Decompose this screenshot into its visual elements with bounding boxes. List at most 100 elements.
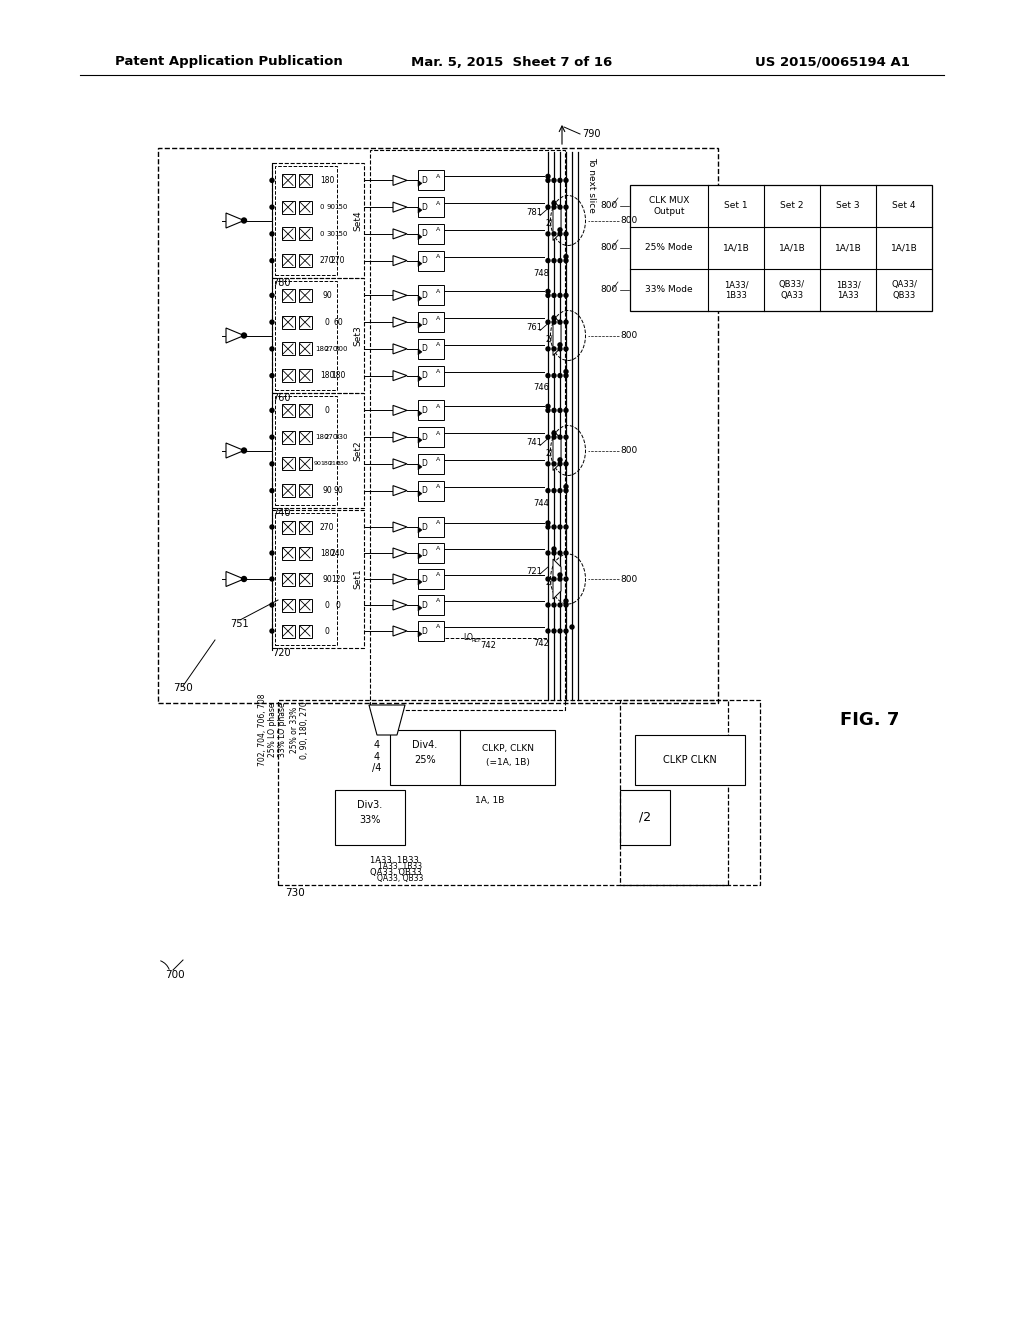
Circle shape	[564, 577, 568, 581]
Text: 4: 4	[374, 752, 380, 762]
Bar	[418, 620, 444, 642]
Polygon shape	[393, 405, 407, 416]
Text: 1A33/
1B33: 1A33/ 1B33	[724, 280, 749, 300]
Text: 730: 730	[285, 888, 305, 898]
Text: Set 3: Set 3	[837, 202, 860, 210]
Text: 180: 180	[319, 549, 334, 557]
Bar	[282, 255, 295, 267]
Polygon shape	[393, 626, 407, 636]
Polygon shape	[393, 317, 407, 327]
Text: 60: 60	[333, 318, 343, 326]
Polygon shape	[418, 553, 422, 558]
Text: 0: 0	[325, 405, 330, 414]
Text: A: A	[436, 430, 440, 436]
Polygon shape	[418, 631, 422, 638]
Circle shape	[552, 462, 556, 466]
Text: 800: 800	[601, 285, 618, 294]
Polygon shape	[418, 411, 422, 416]
Text: 800: 800	[620, 574, 637, 583]
Circle shape	[564, 488, 568, 492]
Text: Set3: Set3	[353, 325, 362, 346]
Text: 25%: 25%	[414, 755, 436, 766]
Polygon shape	[418, 376, 422, 381]
Circle shape	[564, 408, 568, 412]
Text: 150: 150	[334, 231, 348, 236]
Circle shape	[552, 408, 556, 412]
Text: /2: /2	[639, 810, 651, 824]
Polygon shape	[418, 527, 422, 533]
Circle shape	[570, 624, 574, 630]
Text: /4: /4	[373, 763, 382, 774]
Circle shape	[552, 630, 556, 634]
Text: 800: 800	[620, 216, 637, 224]
Bar	[299, 430, 311, 444]
Circle shape	[270, 550, 274, 554]
Circle shape	[546, 525, 550, 529]
Text: CLKP CLKN: CLKP CLKN	[664, 755, 717, 766]
Text: 1A33, 1B33: 1A33, 1B33	[378, 862, 422, 871]
Circle shape	[564, 259, 568, 263]
Circle shape	[564, 525, 568, 529]
Text: 270: 270	[319, 256, 334, 265]
Bar	[158, 148, 718, 704]
Text: 780: 780	[272, 279, 291, 288]
Text: A: A	[436, 315, 440, 321]
Bar	[282, 573, 295, 586]
Bar	[299, 174, 311, 187]
Circle shape	[242, 218, 247, 223]
Circle shape	[546, 321, 550, 325]
Circle shape	[552, 436, 556, 440]
Circle shape	[270, 488, 274, 492]
Text: 1A/1B: 1A/1B	[891, 243, 918, 252]
Text: 270: 270	[319, 523, 334, 532]
Circle shape	[270, 525, 274, 529]
Polygon shape	[418, 260, 422, 267]
Circle shape	[558, 408, 562, 412]
Polygon shape	[553, 315, 561, 355]
Text: D: D	[421, 176, 427, 185]
Circle shape	[270, 205, 274, 209]
Bar	[282, 404, 295, 417]
Bar	[282, 598, 295, 611]
Circle shape	[564, 436, 568, 440]
Circle shape	[546, 347, 550, 351]
Circle shape	[546, 603, 550, 607]
Bar	[282, 174, 295, 187]
Text: Div3.: Div3.	[357, 800, 383, 810]
Text: 180: 180	[315, 346, 329, 352]
Bar	[630, 185, 932, 312]
Circle shape	[564, 550, 568, 554]
Polygon shape	[226, 572, 244, 586]
Text: 702, 704, 706, 708: 702, 704, 706, 708	[258, 694, 267, 766]
Bar	[418, 197, 444, 216]
Text: 25% or 33%: 25% or 33%	[290, 708, 299, 754]
Text: REF: REF	[472, 638, 482, 643]
Bar	[299, 573, 311, 586]
Text: US 2015/0065194 A1: US 2015/0065194 A1	[755, 55, 910, 69]
Text: 0: 0	[319, 205, 325, 210]
Bar	[418, 170, 444, 190]
Polygon shape	[418, 605, 422, 611]
Circle shape	[564, 232, 568, 236]
Circle shape	[552, 201, 556, 205]
Circle shape	[242, 577, 247, 582]
Bar	[299, 315, 311, 329]
Text: 0: 0	[325, 627, 330, 635]
Text: CLKP, CLKN: CLKP, CLKN	[481, 743, 534, 752]
Circle shape	[558, 205, 562, 209]
Bar	[620, 789, 670, 845]
Bar	[418, 595, 444, 615]
Text: 744: 744	[534, 499, 549, 507]
Bar	[282, 457, 295, 470]
Text: A: A	[436, 201, 440, 206]
Text: A: A	[436, 289, 440, 294]
Text: D: D	[421, 459, 427, 469]
Bar	[418, 285, 444, 305]
Text: D: D	[421, 486, 427, 495]
Circle shape	[564, 293, 568, 297]
Circle shape	[270, 603, 274, 607]
Bar	[278, 700, 728, 884]
Polygon shape	[418, 348, 422, 355]
Bar	[299, 201, 311, 214]
Circle shape	[270, 374, 274, 378]
